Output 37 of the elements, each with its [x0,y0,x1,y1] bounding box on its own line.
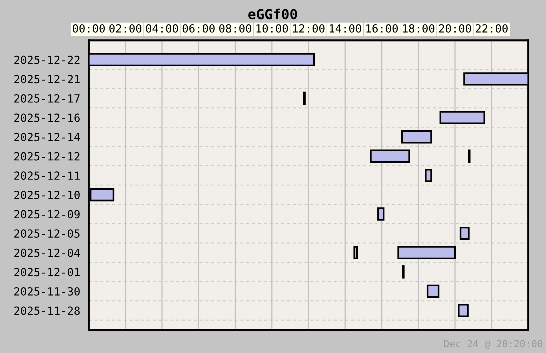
y-tick-label: 2025-12-10 [14,190,80,200]
y-tick-label: 2025-12-01 [14,268,80,277]
x-tick-label: 16:00 [366,24,398,33]
y-tick-label: 2025-12-11 [14,172,80,180]
x-tick-label: 22:00 [476,24,508,33]
x-tick-label: 12:00 [293,24,325,33]
x-tick-label: 18:00 [403,24,435,33]
bar [354,246,358,260]
x-tick-label: 08:00 [220,24,252,33]
bar [460,226,470,240]
x-tick-label: 14:00 [330,24,362,33]
y-tick-label: 2025-12-04 [14,248,80,258]
chart-title: eGGf00 [248,8,298,20]
bar [370,150,410,164]
bar [440,111,486,124]
bar [378,208,385,221]
y-tick-label: 2025-12-22 [14,56,80,64]
y-tick-label: 2025-12-12 [14,152,80,161]
y-tick-label: 2025-12-09 [14,210,80,219]
bar [426,284,440,298]
x-tick-label: 10:00 [256,24,288,33]
y-tick-label: 2025-12-21 [14,75,80,84]
y-tick-label: 2025-12-17 [14,94,80,103]
y-tick-label: 2025-12-05 [14,230,80,238]
y-tick-label: 2025-11-28 [14,306,80,316]
y-tick-label: 2025-12-16 [14,114,80,122]
x-tick-label: 02:00 [110,24,142,33]
bar [458,304,469,318]
bar [401,130,432,144]
bar [425,169,432,182]
y-tick-label: 2025-11-30 [14,287,80,296]
x-tick-label: 04:00 [146,24,178,33]
bar [398,246,456,260]
y-tick-label: 2025-12-14 [14,133,80,142]
x-tick-label: 20:00 [439,24,472,33]
x-tick-label: 06:00 [182,24,215,33]
x-tick-label: 00:00 [72,24,105,33]
